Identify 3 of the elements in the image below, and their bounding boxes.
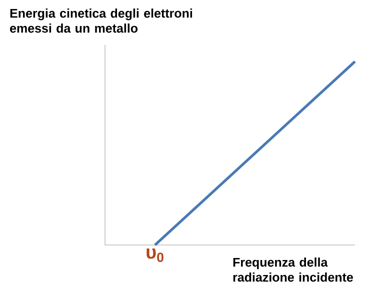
x-axis-title: Frequenza della radiazione incidente: [233, 258, 353, 282]
y-axis-title: Energia cinetica degli elettroni emessi da un metallo: [10, 8, 192, 33]
annotation: υ$_{0}$: [146, 248, 164, 262]
